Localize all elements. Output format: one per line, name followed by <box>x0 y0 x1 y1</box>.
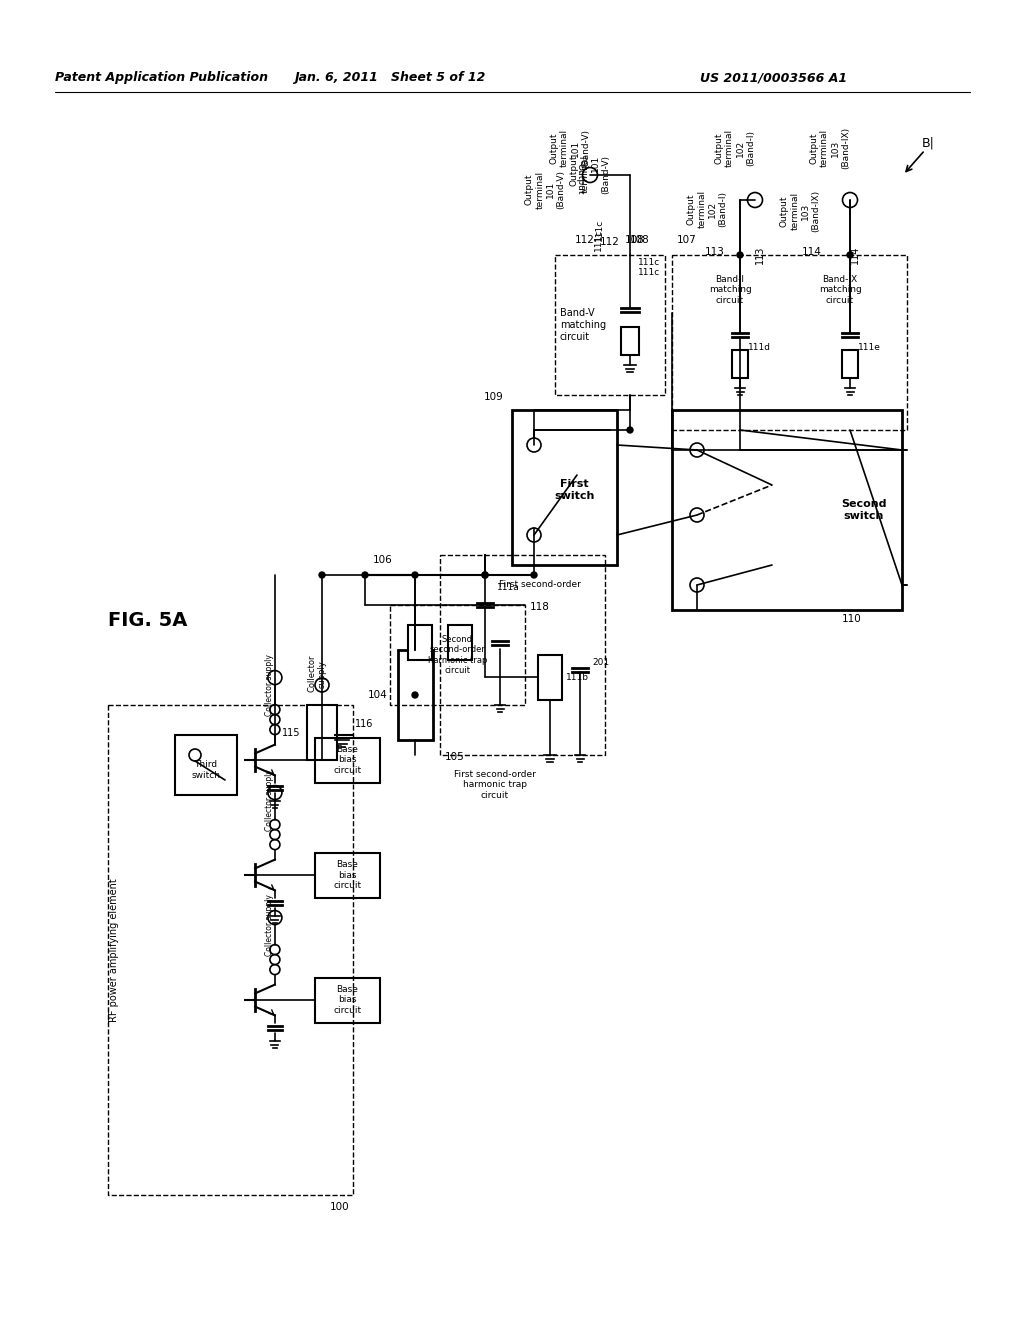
Text: 100: 100 <box>330 1203 350 1212</box>
Text: Base
bias
circuit: Base bias circuit <box>334 985 361 1015</box>
Bar <box>408 624 432 660</box>
Text: 111d: 111d <box>748 343 771 352</box>
Bar <box>307 705 337 760</box>
Text: First second-order: First second-order <box>499 579 581 589</box>
Text: Third
switch: Third switch <box>191 760 220 780</box>
Bar <box>315 738 380 783</box>
Circle shape <box>737 252 743 257</box>
Bar <box>842 350 858 378</box>
Bar <box>315 853 380 898</box>
Text: 113: 113 <box>706 247 725 257</box>
Text: 110: 110 <box>842 614 862 624</box>
Circle shape <box>627 426 633 433</box>
Bar <box>390 605 525 705</box>
Text: 105: 105 <box>445 752 465 762</box>
Circle shape <box>482 572 488 578</box>
Text: Collector supply: Collector supply <box>265 770 274 832</box>
Bar <box>175 735 237 795</box>
Text: Output
terminal
101
(Band-V): Output terminal 101 (Band-V) <box>570 154 610 194</box>
Text: Patent Application Publication: Patent Application Publication <box>55 71 268 84</box>
Text: FIG. 5A: FIG. 5A <box>109 610 187 630</box>
Text: 111c: 111c <box>595 219 604 242</box>
Text: 111e: 111e <box>858 343 881 352</box>
Text: RF power amplifying element: RF power amplifying element <box>109 878 119 1022</box>
Text: 107: 107 <box>677 235 696 246</box>
Text: Output
terminal
101
(Band-V): Output terminal 101 (Band-V) <box>525 170 565 209</box>
Text: 113: 113 <box>755 246 765 264</box>
Bar <box>555 255 665 395</box>
Text: Base
bias
circuit: Base bias circuit <box>334 744 361 775</box>
Circle shape <box>847 252 853 257</box>
Circle shape <box>319 572 325 578</box>
Circle shape <box>482 572 488 578</box>
Text: Output
terminal
103
(Band-IX): Output terminal 103 (Band-IX) <box>810 127 850 169</box>
Text: US 2011/0003566 A1: US 2011/0003566 A1 <box>700 71 847 84</box>
Circle shape <box>412 572 418 578</box>
Text: Output
terminal
101
(Band-V): Output terminal 101 (Band-V) <box>550 128 590 168</box>
Text: Second
second-order
harmonic trap
circuit: Second second-order harmonic trap circui… <box>428 635 487 675</box>
Text: 111b: 111b <box>566 673 589 682</box>
Bar <box>732 350 748 378</box>
Text: First second-order
harmonic trap
circuit: First second-order harmonic trap circuit <box>454 770 536 800</box>
Text: 116: 116 <box>355 719 374 729</box>
Bar <box>672 411 902 610</box>
Text: Output: Output <box>575 162 585 194</box>
Bar <box>315 978 380 1023</box>
Circle shape <box>362 572 368 578</box>
Text: Collector supply: Collector supply <box>265 895 274 957</box>
Bar <box>449 624 472 660</box>
Bar <box>538 655 562 700</box>
Text: Collector supply: Collector supply <box>265 655 274 717</box>
Circle shape <box>531 572 537 578</box>
Text: 108: 108 <box>625 235 645 246</box>
Text: Band-I
matching
circuit: Band-I matching circuit <box>709 275 752 305</box>
Bar <box>397 649 432 741</box>
Text: 108: 108 <box>630 235 650 246</box>
Text: Output
terminal
102
(Band-I): Output terminal 102 (Band-I) <box>715 129 755 168</box>
Text: 111a: 111a <box>497 583 520 591</box>
Text: 111c: 111c <box>594 228 603 251</box>
Text: B|: B| <box>922 136 935 149</box>
Text: 114: 114 <box>850 246 860 264</box>
Text: Output
terminal
102
(Band-I): Output terminal 102 (Band-I) <box>687 190 727 228</box>
Text: Jan. 6, 2011   Sheet 5 of 12: Jan. 6, 2011 Sheet 5 of 12 <box>294 71 485 84</box>
Text: 112: 112 <box>600 238 620 247</box>
Text: 115: 115 <box>282 729 300 738</box>
Text: First
switch: First switch <box>554 479 595 500</box>
Text: Output
terminal
103
(Band-IX): Output terminal 103 (Band-IX) <box>780 190 820 232</box>
Text: Base
bias
circuit: Base bias circuit <box>334 861 361 890</box>
Bar <box>108 705 353 1195</box>
Circle shape <box>412 692 418 698</box>
Text: 112: 112 <box>575 235 595 246</box>
Text: 109: 109 <box>484 392 504 403</box>
Text: 111c: 111c <box>638 257 660 267</box>
Bar <box>440 554 605 755</box>
Bar <box>621 327 639 355</box>
Text: Second
switch: Second switch <box>842 499 887 521</box>
Text: 106: 106 <box>373 554 393 565</box>
Text: 114: 114 <box>802 247 822 257</box>
Text: Band-IX
matching
circuit: Band-IX matching circuit <box>818 275 861 305</box>
Text: 201: 201 <box>592 657 609 667</box>
Text: 118: 118 <box>530 602 550 612</box>
Text: Collector
supply: Collector supply <box>307 655 327 693</box>
Text: 104: 104 <box>368 690 387 700</box>
Bar <box>672 255 907 430</box>
Text: 111c: 111c <box>638 268 660 277</box>
Bar <box>512 411 617 565</box>
Text: Band-V
matching
circuit: Band-V matching circuit <box>560 309 606 342</box>
